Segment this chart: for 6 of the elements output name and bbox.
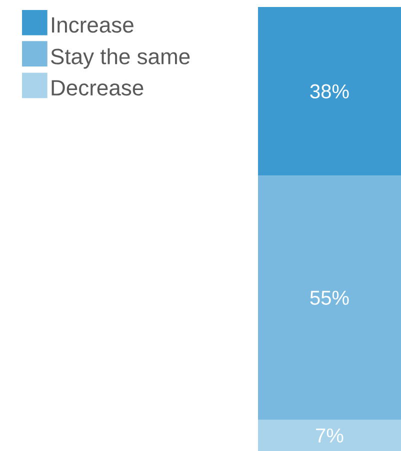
legend-label: Stay the same xyxy=(51,48,190,69)
data-label: 55% xyxy=(310,290,349,305)
data-label: 7% xyxy=(316,428,344,442)
legend-label: Decrease xyxy=(52,80,144,96)
data-label: 38% xyxy=(310,84,349,98)
legend-label: Increase xyxy=(52,17,134,33)
